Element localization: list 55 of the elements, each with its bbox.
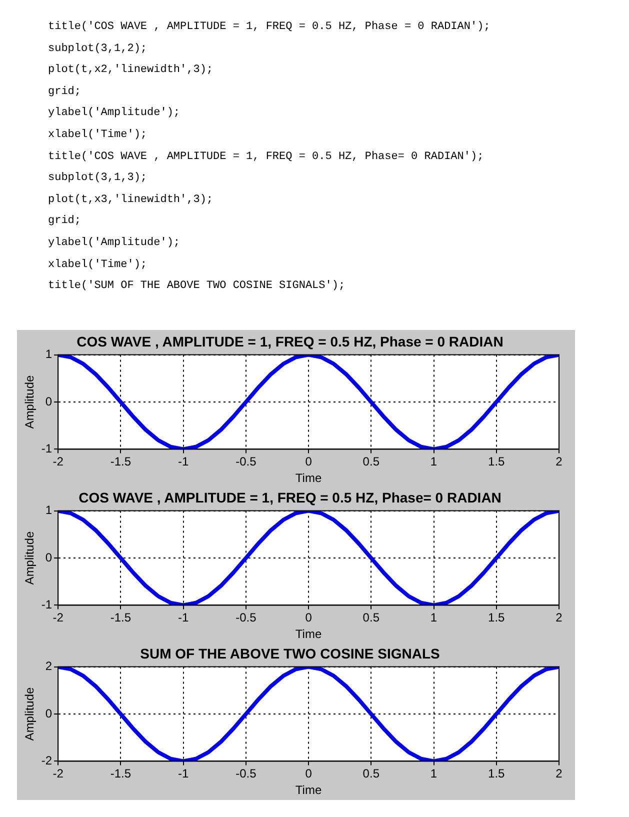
x-tick-label: 0.5 bbox=[362, 454, 380, 469]
text: title('SUM OF THE ABOVE TWO COSINE SIGNALS'); bbox=[48, 279, 346, 294]
x-tick-label: 2 bbox=[556, 610, 563, 625]
text: grid; bbox=[48, 84, 82, 100]
x-tick-label: 0.5 bbox=[362, 610, 380, 625]
x-tick-label: -1 bbox=[178, 766, 189, 781]
x-tick-label: 0 bbox=[305, 766, 312, 781]
text: subplot(3,1,2); bbox=[48, 42, 148, 57]
y-axis-title: Amplitude bbox=[22, 375, 37, 429]
x-tick-label: 0 bbox=[305, 454, 312, 469]
x-axis-title: Time bbox=[295, 471, 322, 486]
text: xlabel('Time'); bbox=[48, 258, 148, 273]
x-tick-label: -1.5 bbox=[110, 766, 132, 781]
x-axis-title: Time bbox=[295, 783, 322, 798]
text: plot(t,x2,'linewidth',3); bbox=[48, 63, 214, 78]
x-tick-label: -1.5 bbox=[110, 454, 132, 469]
x-tick-label: 2 bbox=[556, 766, 563, 781]
x-tick-label: 1 bbox=[430, 610, 438, 625]
chart-title: COS WAVE , AMPLITUDE = 1, FREQ = 0.5 HZ, Phase= 0 RADIAN bbox=[78, 489, 502, 506]
x-tick-label: 2 bbox=[556, 454, 563, 469]
x-tick-label: 1 bbox=[430, 766, 438, 781]
y-tick-label: 0 bbox=[45, 394, 52, 408]
text: title('COS WAVE , AMPLITUDE = 1, FREQ = 0.5 HZ, Phase= 0 RADIAN'); bbox=[48, 150, 485, 165]
x-tick-label: -1.5 bbox=[110, 610, 132, 625]
x-tick-label: -0.5 bbox=[236, 610, 257, 625]
chart-title: COS WAVE , AMPLITUDE = 1, FREQ = 0.5 HZ, Phase = 0 RADIAN bbox=[76, 333, 504, 350]
y-tick-label: 1 bbox=[45, 503, 52, 518]
text: plot(t,x3,'linewidth',3); bbox=[48, 192, 214, 208]
y-tick-label: 0 bbox=[45, 706, 52, 720]
chart-title: SUM OF THE ABOVE TWO COSINE SIGNALS bbox=[140, 645, 440, 662]
x-tick-label: -1 bbox=[178, 610, 189, 625]
y-axis-title: Amplitude bbox=[22, 687, 37, 741]
y-tick-label: 0 bbox=[45, 550, 52, 564]
x-tick-label: -1 bbox=[178, 454, 189, 469]
x-tick-label: 0 bbox=[305, 610, 312, 625]
x-tick-label: 1 bbox=[430, 454, 438, 469]
x-tick-label: 0.5 bbox=[362, 766, 380, 781]
x-tick-label: -0.5 bbox=[236, 454, 257, 469]
x-tick-label: 1.5 bbox=[488, 454, 506, 469]
x-tick-label: -0.5 bbox=[236, 766, 257, 781]
y-tick-label: -1 bbox=[41, 442, 52, 456]
text: xlabel('Time'); bbox=[48, 128, 148, 143]
text: title('COS WAVE , AMPLITUDE = 1, FREQ = 0.5 HZ, Phase = 0 RADIAN'); bbox=[48, 20, 490, 35]
y-tick-label: 1 bbox=[45, 347, 52, 362]
x-tick-label: 1.5 bbox=[488, 610, 506, 625]
text: ylabel('Amplitude'); bbox=[48, 236, 182, 251]
y-tick-label: -1 bbox=[41, 598, 52, 612]
y-tick-label: 2 bbox=[45, 659, 52, 674]
y-tick-label: -2 bbox=[41, 754, 52, 768]
text: ylabel('Amplitude'); bbox=[48, 106, 182, 122]
y-axis-title: Amplitude bbox=[22, 531, 37, 585]
x-tick-label: 1.5 bbox=[488, 766, 506, 781]
text: subplot(3,1,3); bbox=[48, 171, 148, 186]
x-axis-title: Time bbox=[295, 627, 322, 642]
text: grid; bbox=[48, 214, 82, 230]
